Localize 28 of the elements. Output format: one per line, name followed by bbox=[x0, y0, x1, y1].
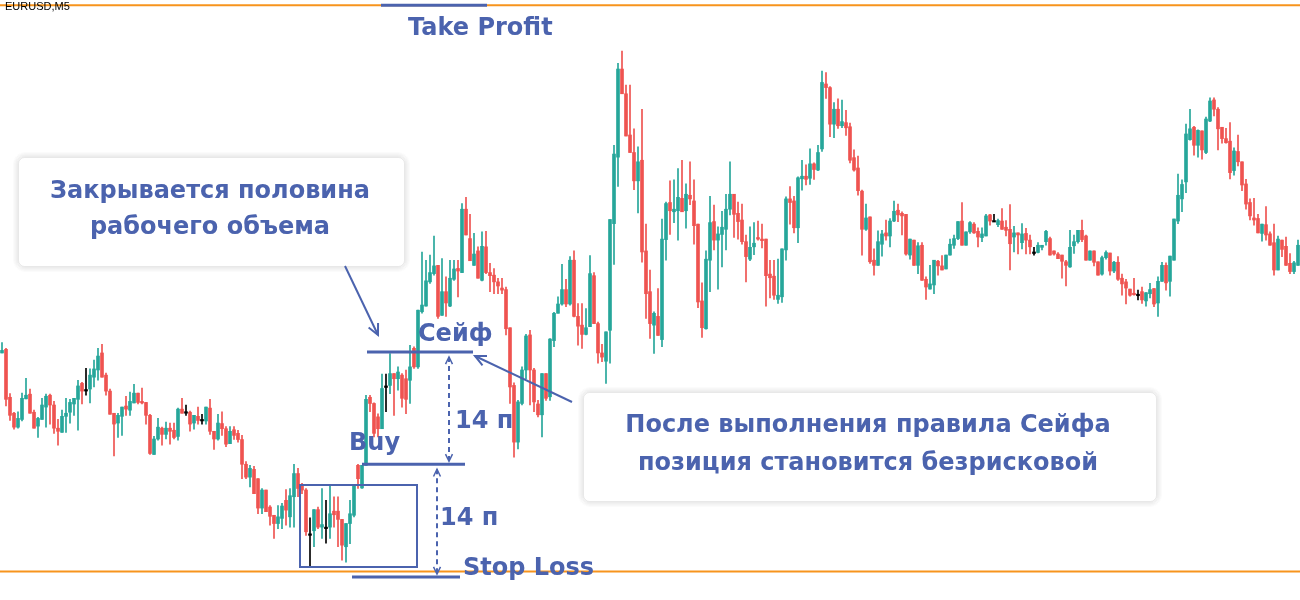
annotation: Закрывается половина рабочего объема bbox=[50, 176, 370, 241]
candlestick bbox=[64, 397, 68, 433]
candlestick bbox=[320, 488, 324, 539]
candlestick bbox=[336, 496, 340, 548]
candlestick bbox=[456, 259, 460, 298]
candlestick bbox=[676, 168, 680, 241]
candlestick bbox=[992, 214, 996, 223]
candlestick bbox=[668, 180, 672, 235]
candlestick bbox=[1124, 278, 1128, 305]
candlestick bbox=[384, 373, 388, 413]
annotation: После выполнения правила Сейфа позиция становится безрисковой bbox=[625, 410, 1111, 477]
candlestick bbox=[200, 413, 204, 425]
candlestick bbox=[840, 99, 844, 129]
candlestick bbox=[308, 517, 312, 567]
annotation: 14 п bbox=[440, 503, 499, 532]
candlestick bbox=[332, 496, 336, 528]
candlestick bbox=[168, 422, 172, 445]
candlestick bbox=[1008, 204, 1012, 271]
candlestick bbox=[580, 303, 584, 349]
candlestick bbox=[324, 500, 328, 544]
candlestick bbox=[804, 164, 808, 186]
candlestick bbox=[1132, 277, 1136, 296]
ref-line-label: Take Profit bbox=[408, 13, 553, 42]
candlestick bbox=[1136, 289, 1140, 301]
candlestick bbox=[392, 373, 396, 416]
annotation: 14 п bbox=[455, 406, 514, 435]
candlestick bbox=[1064, 259, 1068, 287]
candlestick bbox=[84, 368, 88, 396]
